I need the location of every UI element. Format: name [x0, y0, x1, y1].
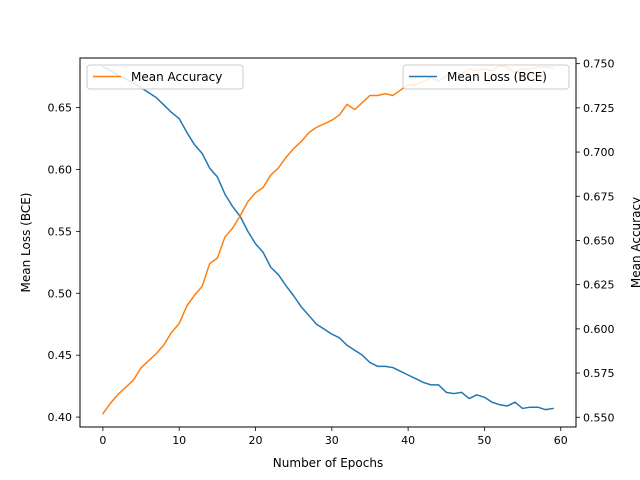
plot-lines-layer — [102, 64, 554, 415]
right-y-tick-label: 0.575 — [583, 367, 615, 380]
legend-accuracy: Mean Accuracy — [86, 64, 244, 90]
right-y-tick-label: 0.725 — [583, 102, 615, 115]
right-y-tick-label: 0.625 — [583, 279, 615, 292]
legend-accuracy-label: Mean Accuracy — [131, 70, 222, 84]
x-axis-label: Number of Epochs — [273, 456, 383, 470]
right-y-axis-ticks: 0.550 0.575 0.600 0.625 0.650 0.675 0.700 0.725… — [576, 58, 615, 424]
left-y-axis-ticks: 0.40 0.45 0.50 0.55 0.60 0.65 — [48, 102, 80, 424]
x-tick-label: 30 — [325, 434, 339, 447]
legend-loss-label: Mean Loss (BCE) — [447, 70, 547, 84]
series-line-mean-accuracy — [102, 64, 554, 415]
left-y-tick-label: 0.60 — [48, 163, 73, 176]
left-y-tick-label: 0.50 — [48, 287, 73, 300]
x-tick-label: 0 — [99, 434, 106, 447]
left-y-tick-label: 0.65 — [48, 102, 73, 115]
x-tick-label: 50 — [477, 434, 491, 447]
x-tick-label: 10 — [172, 434, 186, 447]
x-tick-label: 60 — [554, 434, 568, 447]
legend-loss-box — [402, 64, 570, 90]
x-tick-label: 20 — [249, 434, 263, 447]
left-y-tick-label: 0.45 — [48, 349, 73, 362]
right-y-tick-label: 0.550 — [583, 411, 615, 424]
x-tick-label: 40 — [401, 434, 415, 447]
right-y-tick-label: 0.650 — [583, 234, 615, 247]
legend-loss: Mean Loss (BCE) — [402, 64, 570, 90]
right-y-tick-label: 0.600 — [583, 323, 615, 336]
left-y-tick-label: 0.55 — [48, 225, 73, 238]
right-y-tick-label: 0.750 — [583, 58, 615, 71]
right-y-tick-label: 0.700 — [583, 146, 615, 159]
left-y-tick-label: 0.40 — [48, 411, 73, 424]
right-y-tick-label: 0.675 — [583, 190, 615, 203]
right-y-axis-label: Mean Accuracy — [629, 197, 640, 288]
series-line-mean-loss — [102, 65, 554, 411]
x-axis-ticks: 0 10 20 30 40 50 60 — [99, 427, 568, 447]
left-y-axis-label: Mean Loss (BCE) — [19, 193, 33, 293]
legend-accuracy-box — [86, 64, 244, 90]
plot-frame — [79, 57, 577, 428]
